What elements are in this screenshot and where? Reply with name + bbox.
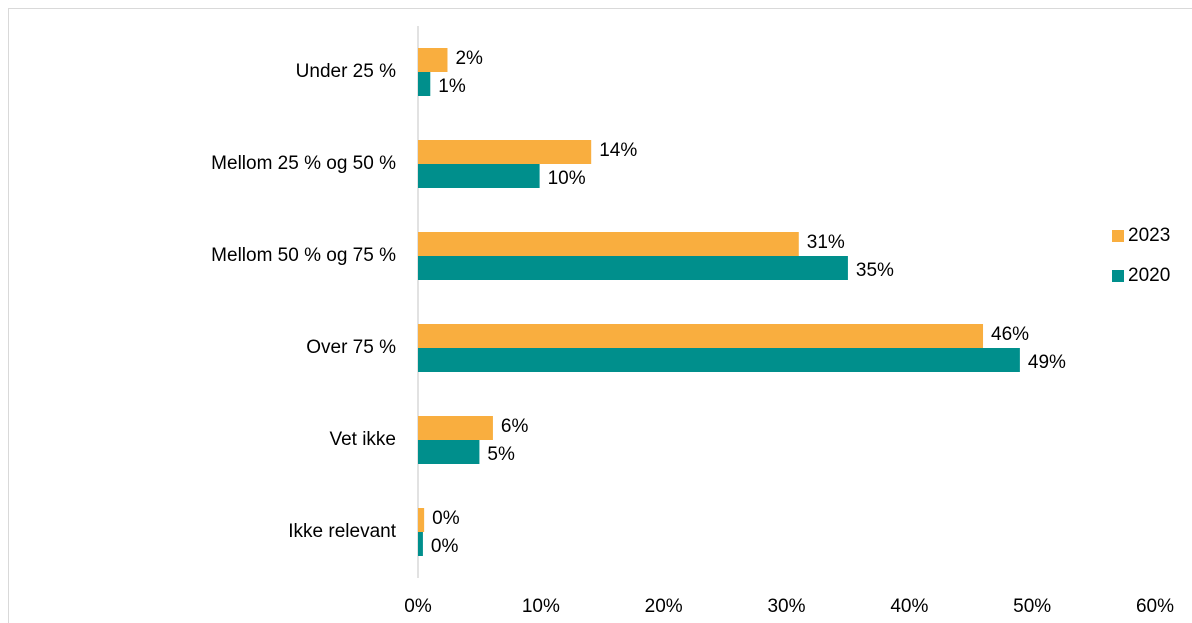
x-tick-label: 60%: [1136, 596, 1174, 617]
x-tick-label: 50%: [1013, 596, 1051, 617]
x-tick-label: 40%: [890, 596, 928, 617]
x-tick-label: 0%: [404, 596, 432, 617]
y-tick-label: Over 75 %: [306, 337, 396, 358]
y-tick-label: Vet ikke: [329, 429, 396, 450]
x-tick-label: 30%: [767, 596, 805, 617]
legend-label: 2023: [1128, 225, 1170, 246]
y-tick-label: Mellom 50 % og 75 %: [211, 245, 396, 266]
legend-label: 2020: [1128, 265, 1170, 286]
data-label: 35%: [856, 260, 894, 281]
legend-swatch: [1112, 270, 1124, 282]
data-label: 46%: [991, 324, 1029, 345]
data-label: 14%: [599, 140, 637, 161]
bar: [418, 416, 493, 440]
data-label: 2%: [455, 48, 483, 69]
data-label: 1%: [438, 76, 466, 97]
x-tick-label: 20%: [645, 596, 683, 617]
bar: [418, 140, 592, 164]
bar: [418, 72, 431, 96]
data-label: 49%: [1028, 352, 1066, 373]
bar: [418, 532, 423, 556]
bar: [418, 164, 540, 188]
data-label: 0%: [432, 508, 460, 529]
data-label: 6%: [501, 416, 529, 437]
chart-frame: [8, 8, 1192, 623]
bar: [418, 48, 448, 72]
bar: [418, 508, 425, 532]
bar: [418, 348, 1020, 372]
data-label: 0%: [431, 536, 459, 557]
data-label: 31%: [807, 232, 845, 253]
y-tick-label: Mellom 25 % og 50 %: [211, 153, 396, 174]
legend-swatch: [1112, 230, 1124, 242]
bar: [418, 324, 984, 348]
y-tick-label: Under 25 %: [296, 61, 396, 82]
bar: [418, 256, 848, 280]
data-label: 5%: [487, 444, 515, 465]
bar: [418, 440, 480, 464]
x-tick-label: 10%: [522, 596, 560, 617]
bar: [418, 232, 799, 256]
y-tick-label: Ikke relevant: [288, 521, 396, 542]
data-label: 10%: [548, 168, 586, 189]
